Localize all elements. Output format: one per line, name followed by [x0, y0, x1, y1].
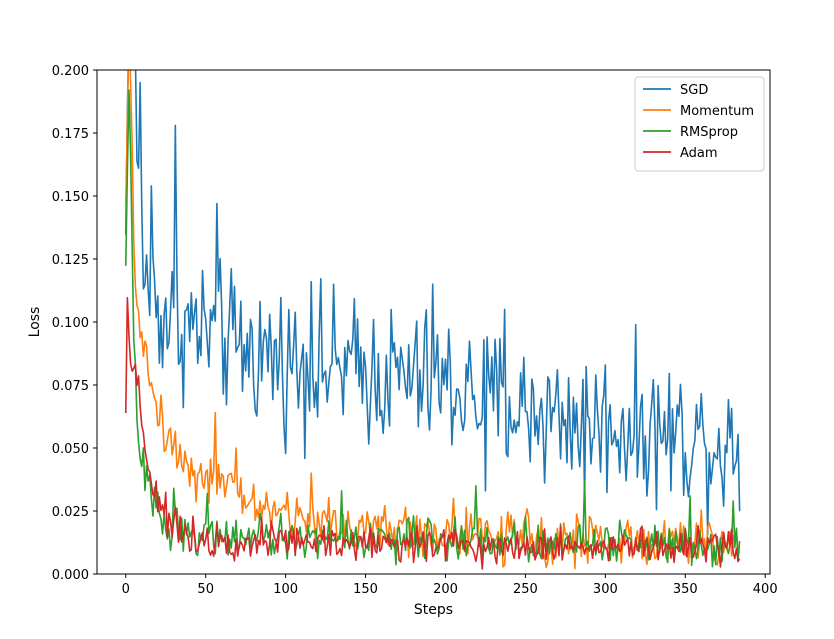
y-tick-label: 0.100 [52, 316, 89, 331]
legend-label: RMSprop [680, 125, 738, 140]
legend-label: SGD [680, 83, 708, 98]
x-tick-label: 50 [197, 582, 214, 597]
legend-label: Momentum [680, 104, 754, 119]
series-line-adam [124, 296, 741, 570]
y-tick-label: 0.200 [52, 64, 89, 79]
series-layer [124, 70, 741, 570]
x-tick-label: 400 [753, 582, 778, 597]
y-axis-label: Loss [27, 307, 43, 338]
y-axis: 0.000 0.025 0.050 0.075 0.100 0.125 0.150 0.175… [52, 64, 97, 583]
x-tick-label: 100 [273, 582, 298, 597]
x-axis: 0 50 100 150 200 250 300 350 400 [122, 574, 778, 597]
y-tick-label: 0.025 [52, 505, 89, 520]
y-tick-label: 0.075 [52, 379, 89, 394]
y-tick-label: 0.050 [52, 442, 89, 457]
x-tick-label: 150 [353, 582, 378, 597]
y-tick-label: 0.175 [52, 127, 89, 142]
x-tick-label: 300 [593, 582, 618, 597]
legend: SGD Momentum RMSprop Adam [634, 76, 765, 172]
x-tick-label: 200 [433, 582, 458, 597]
y-tick-label: 0.150 [52, 190, 89, 205]
x-tick-label: 250 [513, 582, 538, 597]
y-tick-label: 0.000 [52, 568, 89, 583]
y-tick-label: 0.125 [52, 253, 89, 268]
legend-label: Adam [680, 146, 718, 161]
series-line-sgd [124, 70, 741, 536]
legend-box [634, 76, 765, 172]
x-tick-label: 350 [673, 582, 698, 597]
x-axis-label: Steps [414, 602, 453, 618]
x-tick-label: 0 [122, 582, 130, 597]
